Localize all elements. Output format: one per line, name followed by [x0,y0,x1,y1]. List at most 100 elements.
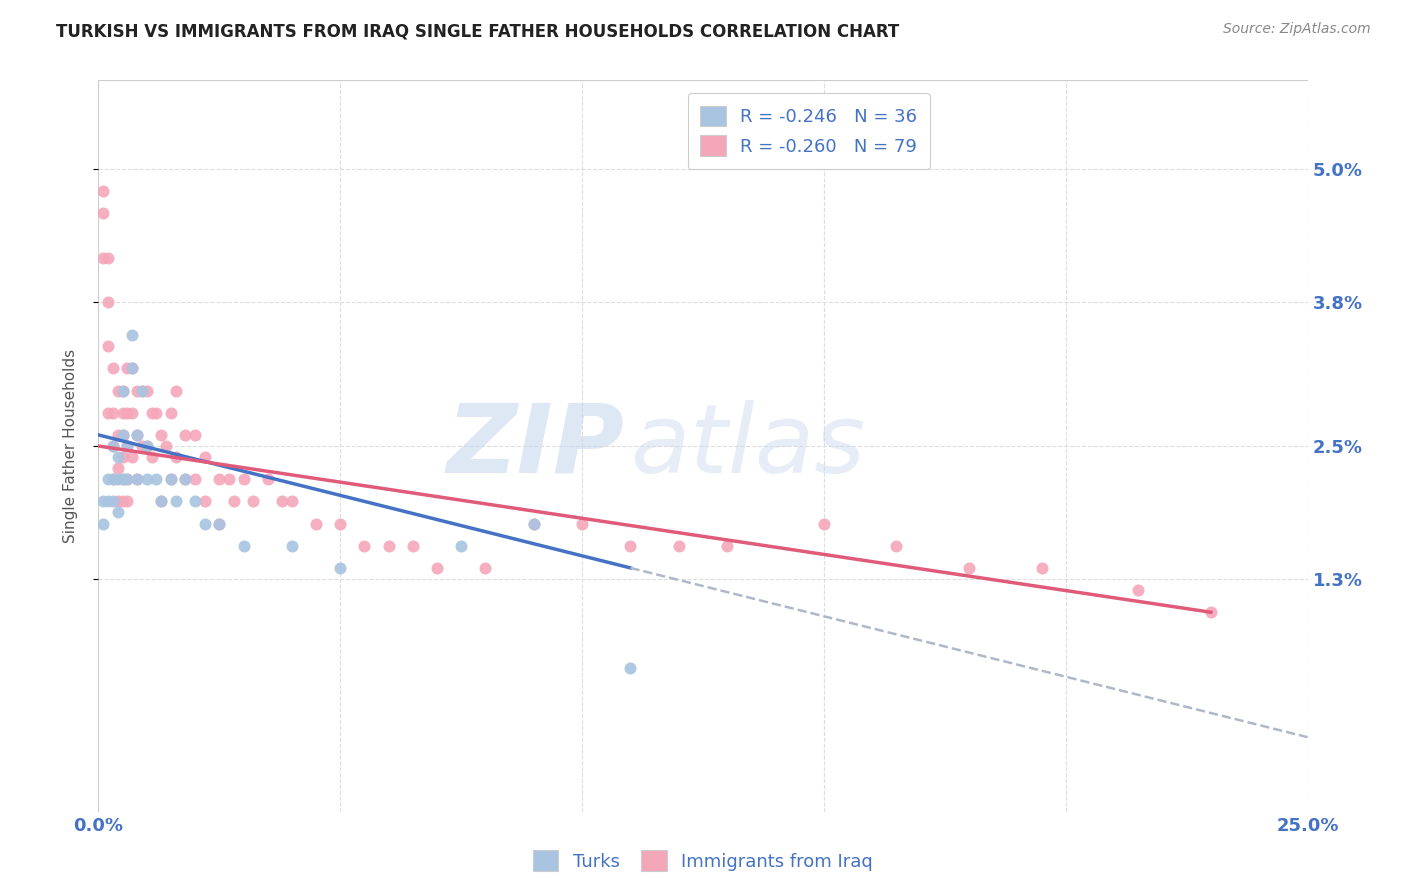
Point [97,472,120,486]
Y-axis label: Single Father Households: Single Father Households [63,349,77,543]
Point [131,384,153,398]
Point [121,361,143,376]
Point [174,428,197,442]
Point [101,472,124,486]
Point [97,294,120,309]
Point [121,328,143,343]
Point [101,494,124,508]
Point [329,561,352,575]
Point [127,472,149,486]
Point [957,561,980,575]
Text: ZIP: ZIP [447,400,624,492]
Point [426,561,449,575]
Point [377,539,399,553]
Point [111,494,134,508]
Point [165,450,187,464]
Point [135,439,157,453]
Point [256,472,278,486]
Point [117,439,139,453]
Point [194,516,217,531]
Point [117,472,139,486]
Point [107,506,129,520]
Point [1128,583,1150,598]
Point [218,472,240,486]
Point [305,516,328,531]
Point [127,428,149,442]
Point [150,428,173,442]
Point [121,406,143,420]
Point [716,539,738,553]
Point [117,494,139,508]
Point [141,450,163,464]
Point [135,384,157,398]
Point [208,516,231,531]
Point [208,516,231,531]
Point [886,539,908,553]
Point [97,494,120,508]
Point [101,406,124,420]
Point [402,539,425,553]
Point [668,539,690,553]
Point [150,494,173,508]
Point [127,384,149,398]
Point [91,184,114,198]
Point [97,339,120,353]
Point [571,516,593,531]
Point [160,406,183,420]
Point [155,439,177,453]
Point [160,472,183,486]
Point [101,439,124,453]
Point [121,450,143,464]
Point [101,439,124,453]
Point [184,428,207,442]
Text: Source: ZipAtlas.com: Source: ZipAtlas.com [1223,22,1371,37]
Point [194,450,217,464]
Point [450,539,472,553]
Point [91,251,114,265]
Point [121,361,143,376]
Point [111,472,134,486]
Legend: Turks, Immigrants from Iraq: Turks, Immigrants from Iraq [526,843,880,879]
Point [131,384,153,398]
Point [111,428,134,442]
Legend: R = -0.246   N = 36, R = -0.260   N = 79: R = -0.246 N = 36, R = -0.260 N = 79 [688,93,929,169]
Point [107,450,129,464]
Point [813,516,835,531]
Point [222,494,245,508]
Point [174,472,197,486]
Point [232,539,254,553]
Point [523,516,546,531]
Point [281,494,304,508]
Point [107,461,129,475]
Point [91,206,114,220]
Point [242,494,264,508]
Point [184,494,207,508]
Point [101,472,124,486]
Point [174,472,197,486]
Point [232,472,254,486]
Point [91,516,114,531]
Point [184,472,207,486]
Point [107,384,129,398]
Point [271,494,294,508]
Point [1031,561,1053,575]
Point [145,472,167,486]
Point [131,439,153,453]
Point [281,539,304,553]
Point [107,472,129,486]
Point [101,361,124,376]
Point [619,539,641,553]
Point [117,406,139,420]
Point [111,450,134,464]
Point [111,384,134,398]
Point [194,494,217,508]
Point [111,384,134,398]
Point [208,472,231,486]
Point [135,439,157,453]
Point [474,561,496,575]
Point [353,539,375,553]
Point [91,494,114,508]
Point [107,428,129,442]
Point [165,494,187,508]
Point [165,384,187,398]
